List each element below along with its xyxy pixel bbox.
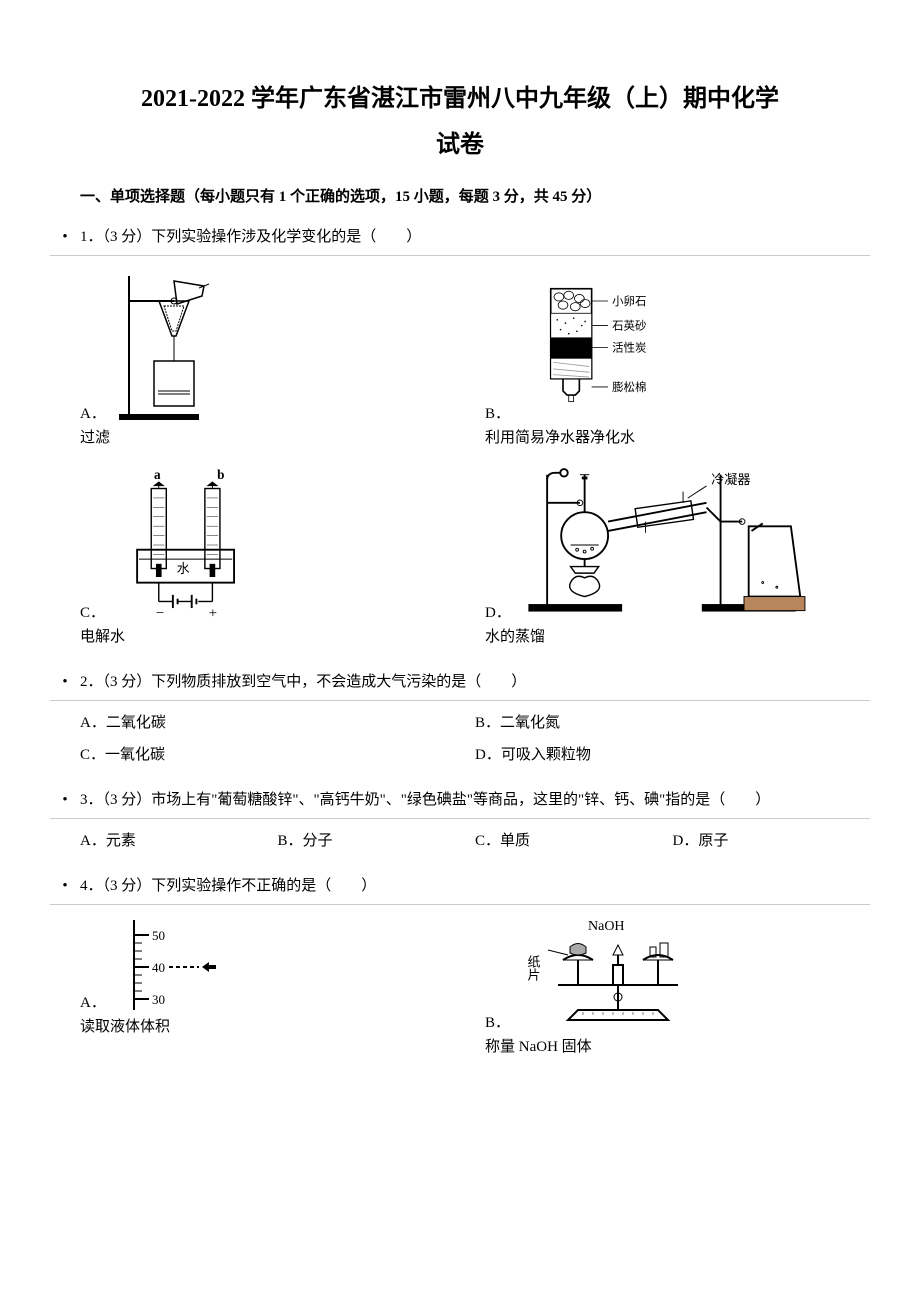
option-2c: C．一氧化碳: [80, 743, 475, 767]
question-2: • 2．（3 分）下列物质排放到空气中，不会造成大气污染的是（ ）: [50, 664, 870, 701]
question-1-text: 1．（3 分）下列实验操作涉及化学变化的是（ ）: [80, 225, 870, 249]
svg-text:−: −: [156, 605, 165, 621]
option-1d: D． 冷凝: [485, 465, 870, 649]
svg-text:小卵石: 小卵石: [612, 295, 646, 308]
option-1c-caption: 电解水: [80, 625, 465, 649]
option-4b-caption: 称量 NaOH 固体: [485, 1035, 870, 1059]
option-2a: A．二氧化碳: [80, 711, 475, 735]
svg-text:石英砂: 石英砂: [612, 318, 646, 332]
read-volume-diagram: 50 40 30: [114, 915, 254, 1015]
question-2-options: A．二氧化碳 B．二氧化氮 C．一氧化碳 D．可吸入颗粒物: [50, 711, 870, 767]
question-1: • 1．（3 分）下列实验操作涉及化学变化的是（ ）: [50, 219, 870, 256]
svg-text:+: +: [209, 605, 218, 621]
question-3-options: A．元素 B．分子 C．单质 D．原子: [50, 829, 870, 853]
option-3c: C．单质: [475, 829, 673, 853]
page-title-line2: 试卷: [50, 126, 870, 164]
question-3: • 3．（3 分）市场上有"葡萄糖酸锌"、"高钙牛奶"、"绿色碘盐"等商品，这里…: [50, 782, 870, 819]
section-1-header: 一、单项选择题（每小题只有 1 个正确的选项，15 小题，每题 3 分，共 45…: [50, 185, 870, 209]
option-3d: D．原子: [673, 829, 871, 853]
option-1c-label: C．: [80, 601, 105, 625]
option-1d-label: D．: [485, 601, 511, 625]
svg-text:活性炭: 活性炭: [612, 341, 646, 355]
question-1-options: A． 过滤 B．: [50, 266, 870, 649]
option-3b: B．分子: [278, 829, 476, 853]
page-title-line1: 2021-2022 学年广东省湛江市雷州八中九年级（上）期中化学: [50, 80, 870, 118]
option-4a: A． 50 40 30 读取液体体积: [80, 915, 465, 1059]
option-1a-label: A．: [80, 402, 106, 426]
weighing-diagram: NaOH 纸片: [518, 915, 718, 1035]
svg-text:30: 30: [152, 992, 165, 1007]
question-3-text: 3．（3 分）市场上有"葡萄糖酸锌"、"高钙牛奶"、"绿色碘盐"等商品，这里的"…: [80, 788, 870, 812]
option-1a-caption: 过滤: [80, 426, 465, 450]
filtration-diagram: [114, 266, 294, 426]
bullet-icon: •: [50, 788, 80, 812]
svg-text:NaOH: NaOH: [588, 919, 625, 934]
question-4-options: A． 50 40 30 读取液体体积 B．: [50, 915, 870, 1059]
option-1c: C． a b 水 −: [80, 465, 465, 649]
bullet-icon: •: [50, 670, 80, 694]
electrolysis-diagram: a b 水 −: [113, 465, 293, 625]
bullet-icon: •: [50, 874, 80, 898]
option-4b: B． NaOH 纸片: [485, 915, 870, 1059]
svg-text:纸片: 纸片: [526, 955, 541, 981]
svg-text:膨松棉: 膨松棉: [612, 380, 646, 394]
option-1a: A． 过滤: [80, 266, 465, 450]
option-1b: B． 小卵石 石英砂 活性炭 膨松棉 利用简易净水器净化水: [485, 266, 870, 450]
option-4a-caption: 读取液体体积: [80, 1015, 465, 1039]
option-4b-label: B．: [485, 1011, 510, 1035]
svg-text:冷凝器: 冷凝器: [711, 472, 750, 487]
option-1b-caption: 利用简易净水器净化水: [485, 426, 870, 450]
water-purifier-diagram: 小卵石 石英砂 活性炭 膨松棉: [518, 266, 698, 426]
option-2b: B．二氧化氮: [475, 711, 870, 735]
question-4: • 4．（3 分）下列实验操作不正确的是（ ）: [50, 868, 870, 905]
distillation-diagram: 冷凝器: [519, 465, 819, 625]
svg-text:40: 40: [152, 960, 165, 975]
option-3a: A．元素: [80, 829, 278, 853]
question-2-text: 2．（3 分）下列物质排放到空气中，不会造成大气污染的是（ ）: [80, 670, 870, 694]
option-2d: D．可吸入颗粒物: [475, 743, 870, 767]
svg-text:a: a: [154, 467, 161, 482]
option-1d-caption: 水的蒸馏: [485, 625, 870, 649]
svg-text:50: 50: [152, 928, 165, 943]
question-4-text: 4．（3 分）下列实验操作不正确的是（ ）: [80, 874, 870, 898]
svg-text:水: 水: [177, 561, 190, 576]
option-1b-label: B．: [485, 402, 510, 426]
option-4a-label: A．: [80, 991, 106, 1015]
bullet-icon: •: [50, 225, 80, 249]
svg-text:b: b: [217, 467, 224, 482]
